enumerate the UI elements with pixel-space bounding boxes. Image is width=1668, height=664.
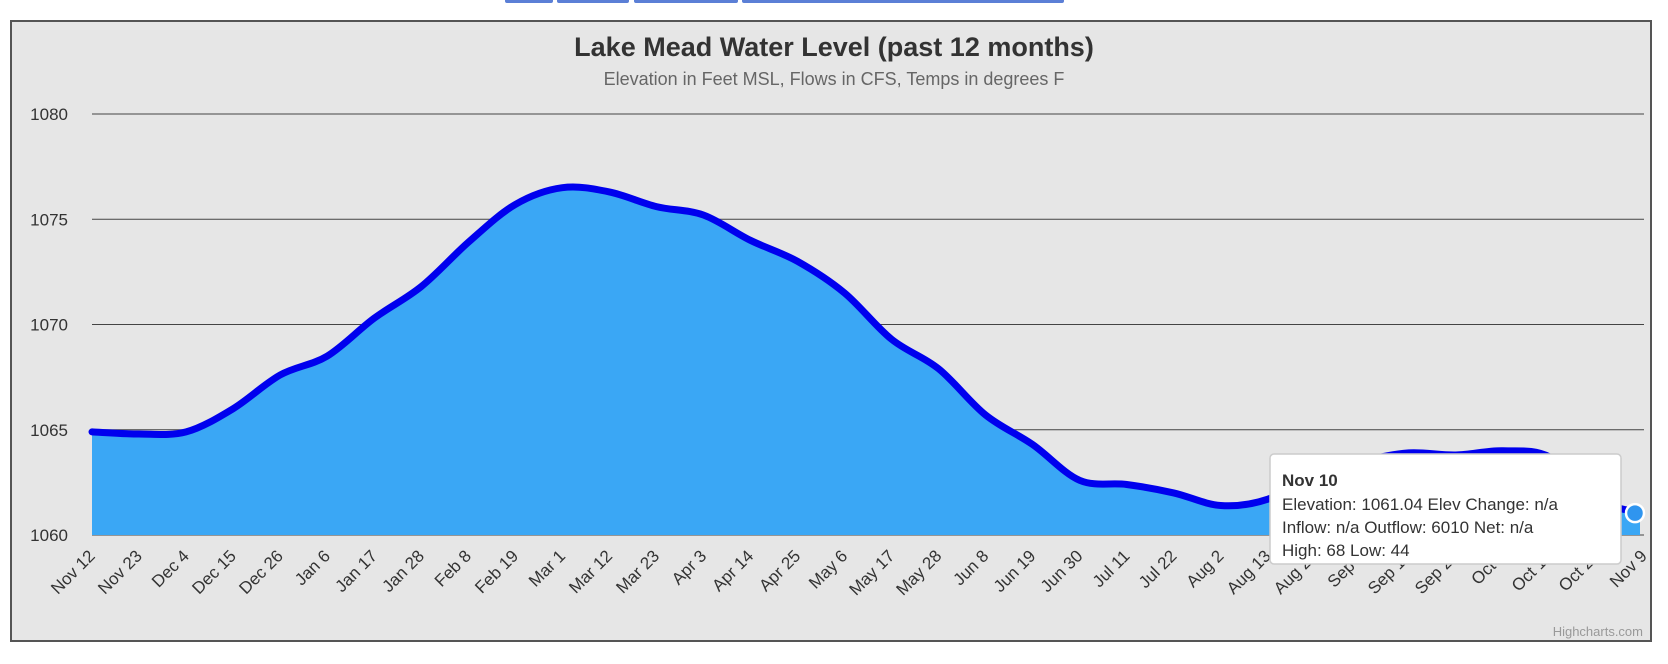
tooltip-elevation: Elevation: 1061.04 Elev Change: n/a [1282,495,1559,514]
x-tick-label: Jun 30 [1037,546,1087,596]
x-tick-label: Mar 1 [525,546,569,590]
x-tick-label: Nov 12 [47,546,99,598]
x-tick-label: May 17 [845,546,898,599]
x-tick-label: Dec 4 [148,546,193,591]
x-tick-label: Apr 3 [668,546,710,588]
y-tick-label: 1070 [30,316,68,335]
x-tick-label: May 28 [893,546,946,599]
tooltip-date: Nov 10 [1282,471,1338,490]
top-tab[interactable] [505,0,553,3]
tooltip: Nov 10 Elevation: 1061.04 Elev Change: n… [1269,453,1622,565]
x-tick-label: Jan 6 [291,546,334,589]
x-tick-label: Jun 8 [950,546,993,589]
top-tab[interactable] [557,0,629,3]
chart-title: Lake Mead Water Level (past 12 months) [574,32,1094,62]
y-axis-labels: 1060 1065 1070 1075 1080 [30,105,68,545]
tooltip-box [1269,453,1622,565]
x-tick-label: Jan 17 [331,546,381,596]
x-tick-label: Apr 14 [708,546,757,595]
x-tick-label: Dec 15 [188,546,240,598]
x-tick-label: Mar 12 [565,546,616,597]
hover-point-marker[interactable] [1624,502,1646,524]
top-strip [0,0,1668,20]
tooltip-temps: High: 68 Low: 44 [1282,541,1410,560]
top-tab[interactable] [634,0,738,3]
y-tick-label: 1065 [30,421,68,440]
x-tick-label: Jul 11 [1089,546,1134,591]
chart-subtitle: Elevation in Feet MSL, Flows in CFS, Tem… [604,69,1065,89]
x-tick-label: Feb 8 [431,546,475,590]
x-tick-label: Aug 2 [1183,546,1228,591]
top-tab[interactable] [742,0,1064,3]
x-tick-label: Jun 19 [990,546,1040,596]
x-tick-label: Mar 23 [612,546,663,597]
x-tick-label: Apr 25 [755,546,804,595]
x-tick-label: Aug 13 [1223,546,1275,598]
y-tick-label: 1080 [30,105,68,124]
tooltip-flows: Inflow: n/a Outflow: 6010 Net: n/a [1282,518,1534,537]
x-tick-label: Jul 22 [1135,546,1181,592]
x-tick-label: Jan 28 [379,546,429,596]
y-tick-label: 1075 [30,210,68,229]
y-tick-label: 1060 [30,526,68,545]
highcharts-credit[interactable]: Highcharts.com [1553,624,1643,639]
x-tick-label: Nov 23 [94,546,146,598]
elevation-area [92,187,1640,535]
x-tick-label: Dec 26 [235,546,287,598]
x-tick-label: Feb 19 [471,546,522,597]
